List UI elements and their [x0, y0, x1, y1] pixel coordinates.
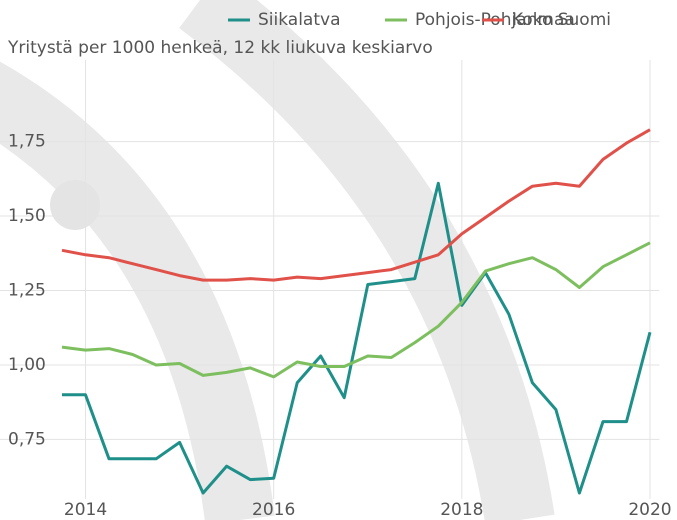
line-series: [62, 181, 652, 495]
y-tick-label: 1,25: [8, 281, 46, 301]
line-series: [61, 241, 651, 379]
legend-label: Koko Suomi: [512, 10, 611, 30]
legend-label: Siikalatva: [258, 10, 341, 30]
x-tick-label: 2014: [64, 500, 107, 520]
subtitle: Yritystä per 1000 henkeä, 12 kk liukuva …: [7, 38, 433, 58]
x-tick-label: 2018: [440, 500, 483, 520]
y-tick-label: 1,50: [8, 206, 46, 226]
y-tick-label: 0,75: [8, 429, 46, 449]
y-tick-label: 1,75: [8, 132, 46, 152]
line-series: [61, 128, 651, 282]
y-tick-label: 1,00: [8, 355, 46, 375]
x-tick-label: 2020: [628, 500, 671, 520]
x-tick-label: 2016: [252, 500, 295, 520]
watermark-dot: [50, 180, 100, 230]
watermark: [0, 0, 555, 520]
